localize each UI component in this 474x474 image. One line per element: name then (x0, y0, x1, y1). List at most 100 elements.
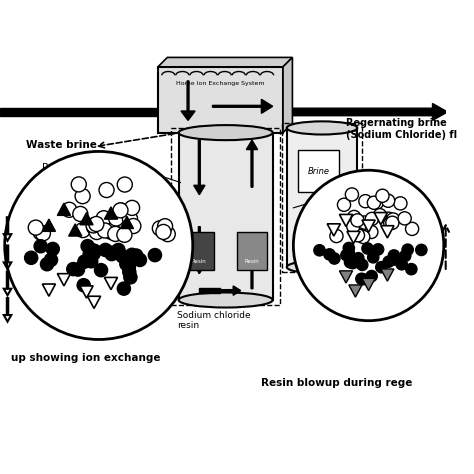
Circle shape (97, 223, 112, 238)
Circle shape (34, 240, 47, 253)
Polygon shape (381, 226, 394, 238)
Circle shape (94, 264, 108, 277)
Circle shape (89, 225, 104, 239)
Text: Nitrate & sulfate
(spent) resin: Nitrate & sulfate (spent) resin (55, 191, 124, 211)
Text: Regernating brine
(Sodium Chloride) fl: Regernating brine (Sodium Chloride) fl (346, 118, 457, 140)
FancyArrow shape (0, 108, 158, 116)
Text: Sodium chloride
resin: Sodium chloride resin (177, 311, 250, 330)
Circle shape (114, 203, 129, 218)
Circle shape (78, 255, 91, 268)
Circle shape (386, 216, 399, 229)
Polygon shape (104, 207, 118, 219)
Circle shape (293, 170, 444, 321)
Circle shape (374, 209, 386, 222)
Circle shape (105, 223, 120, 238)
Circle shape (346, 188, 358, 201)
Circle shape (362, 225, 375, 238)
FancyArrow shape (181, 81, 195, 120)
Circle shape (376, 262, 387, 273)
Ellipse shape (179, 125, 273, 140)
Circle shape (81, 239, 94, 253)
Bar (287, 128, 357, 267)
Circle shape (356, 273, 367, 284)
Circle shape (109, 211, 124, 226)
Bar (158, 67, 283, 133)
Circle shape (156, 224, 171, 239)
Circle shape (396, 259, 407, 270)
Circle shape (123, 265, 136, 279)
Circle shape (376, 189, 389, 202)
Circle shape (46, 242, 59, 255)
Polygon shape (104, 277, 118, 290)
Circle shape (353, 253, 364, 264)
Circle shape (362, 243, 373, 254)
Circle shape (125, 248, 138, 262)
FancyArrow shape (282, 103, 447, 120)
Polygon shape (339, 271, 353, 283)
Text: Home Ion Exchange System: Home Ion Exchange System (176, 81, 265, 86)
Bar (237, 232, 267, 270)
Circle shape (398, 212, 411, 225)
Bar (184, 232, 214, 270)
Circle shape (36, 226, 50, 241)
Text: Resin tank: Resin tank (42, 164, 97, 173)
Bar (171, 128, 280, 305)
FancyArrow shape (220, 286, 241, 295)
Text: Resin blowup during rege: Resin blowup during rege (261, 378, 413, 388)
Circle shape (5, 151, 193, 339)
Text: Brine: Brine (308, 167, 330, 176)
Circle shape (382, 194, 395, 207)
Polygon shape (349, 285, 362, 297)
Circle shape (99, 243, 112, 256)
Text: Sodium
chloride
brine: Sodium chloride brine (319, 268, 356, 298)
Circle shape (62, 202, 77, 217)
Circle shape (160, 227, 175, 242)
Circle shape (108, 227, 123, 241)
Circle shape (117, 282, 130, 295)
Circle shape (99, 182, 114, 198)
Circle shape (416, 244, 427, 255)
Text: Brine tank: Brine tank (326, 191, 388, 201)
Circle shape (25, 251, 38, 264)
Circle shape (394, 197, 407, 210)
Polygon shape (120, 216, 134, 228)
FancyArrow shape (246, 140, 258, 187)
Text: Resin: Resin (192, 259, 207, 264)
Circle shape (382, 212, 395, 225)
Circle shape (366, 271, 377, 282)
Circle shape (86, 218, 101, 233)
Text: Waste brine: Waste brine (27, 140, 97, 150)
Ellipse shape (287, 121, 357, 135)
FancyArrow shape (212, 99, 273, 113)
Circle shape (324, 249, 335, 260)
Polygon shape (87, 296, 100, 309)
Circle shape (113, 203, 128, 218)
Polygon shape (381, 269, 394, 281)
Circle shape (75, 189, 90, 204)
Circle shape (384, 217, 397, 230)
Circle shape (87, 247, 100, 260)
Circle shape (314, 245, 325, 256)
Circle shape (358, 216, 371, 229)
Circle shape (388, 250, 400, 261)
Circle shape (370, 196, 383, 210)
Circle shape (330, 229, 343, 243)
Circle shape (402, 244, 413, 255)
Polygon shape (57, 273, 71, 286)
Circle shape (126, 219, 141, 234)
Circle shape (368, 252, 379, 263)
Circle shape (33, 225, 48, 240)
Circle shape (359, 195, 372, 208)
FancyArrow shape (200, 288, 220, 293)
Circle shape (373, 244, 384, 255)
Bar (282, 123, 362, 272)
Polygon shape (374, 212, 387, 225)
Text: Resin: Resin (245, 259, 259, 264)
Circle shape (96, 211, 111, 226)
Polygon shape (80, 286, 93, 298)
Circle shape (365, 212, 378, 226)
Circle shape (106, 246, 118, 259)
Circle shape (357, 230, 370, 244)
Circle shape (383, 256, 394, 267)
Circle shape (120, 257, 133, 271)
